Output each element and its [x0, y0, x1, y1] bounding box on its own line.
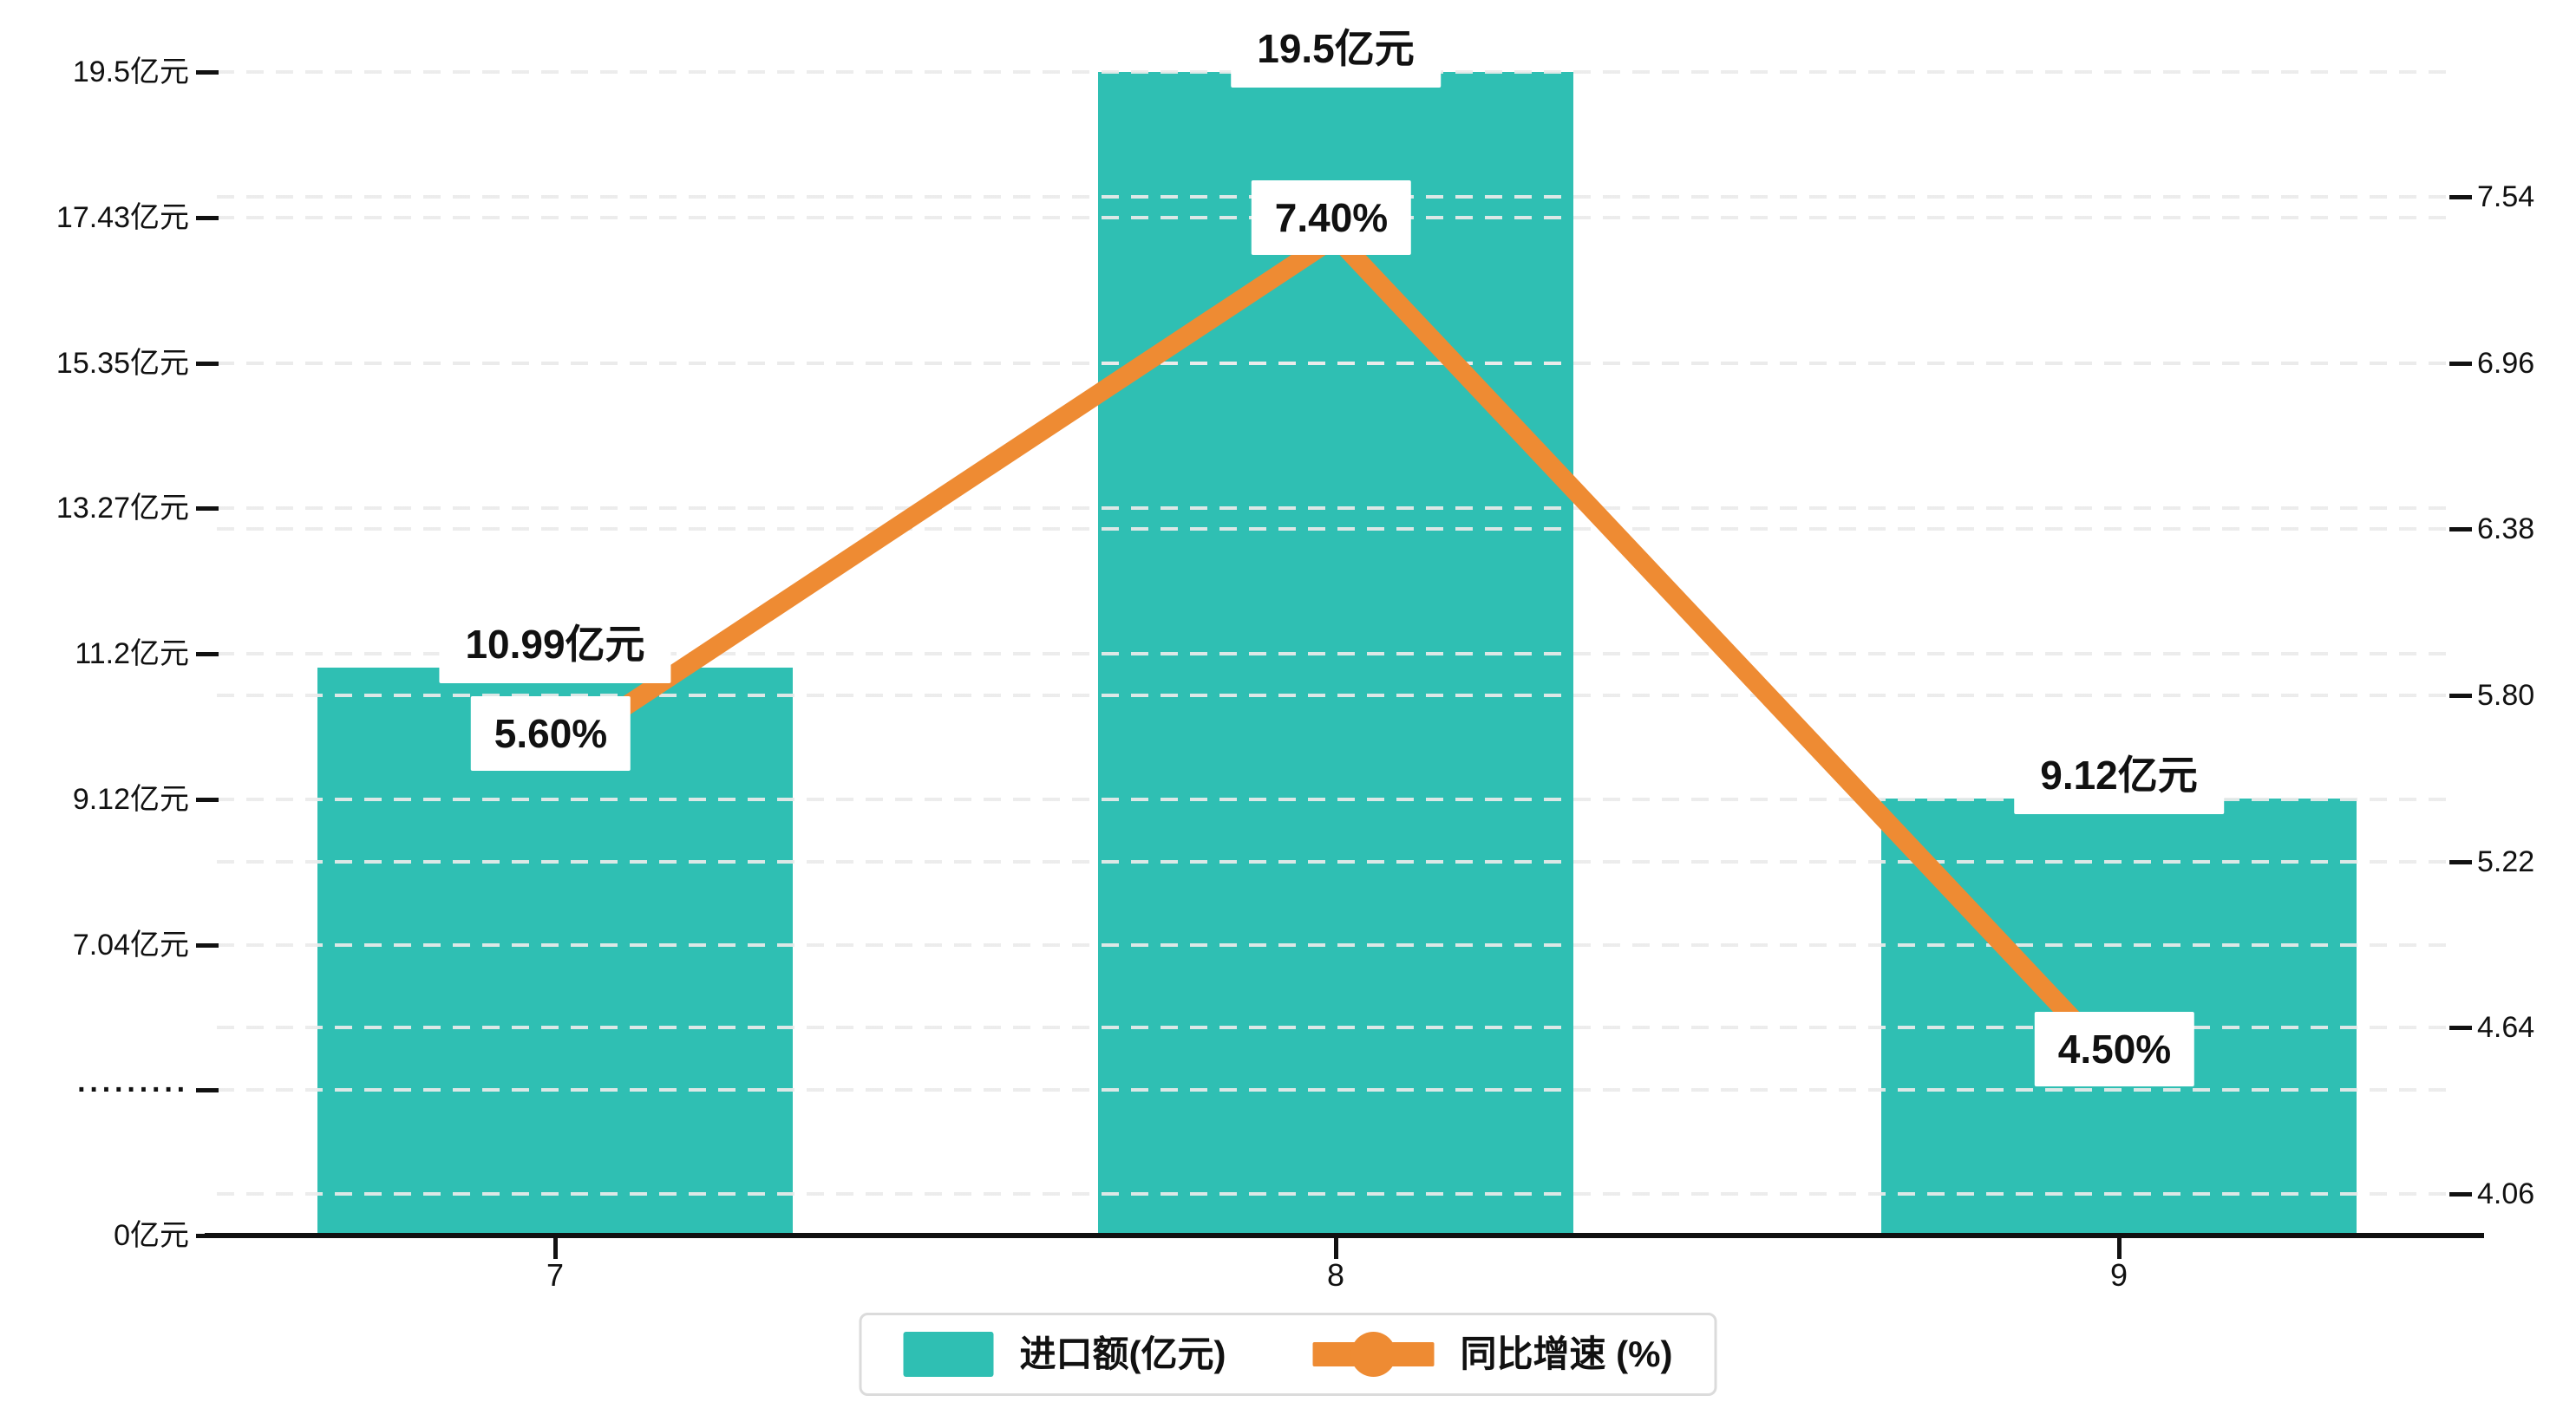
legend-label: 进口额(亿元)	[1019, 1333, 1226, 1374]
left-axis-label: 13.27亿元	[56, 492, 189, 525]
x-axis-label-9: 9	[2109, 1257, 2128, 1293]
left-axis-tick	[196, 652, 219, 656]
left-axis-tick	[196, 506, 219, 512]
x-axis-tick	[2117, 1238, 2122, 1259]
bar-value-label: 10.99亿元	[439, 605, 671, 684]
x-axis-label-8: 8	[1326, 1257, 1345, 1293]
left-axis-label: 17.43亿元	[56, 200, 189, 234]
gridline	[217, 1026, 2446, 1030]
legend-line-swatch-icon	[1312, 1332, 1435, 1377]
legend-bar-swatch-icon	[903, 1332, 994, 1377]
gridline	[217, 361, 2446, 365]
left-axis-tick	[196, 361, 219, 366]
right-axis-tick	[2449, 361, 2472, 366]
legend: 进口额(亿元) 同比增速 (%)	[859, 1313, 1717, 1396]
line-value-label: 5.60%	[470, 696, 631, 772]
left-axis-label: 19.5亿元	[72, 55, 189, 88]
left-axis-label: 15.35亿元	[56, 346, 189, 380]
left-axis-tick	[196, 1088, 219, 1093]
left-axis-label: 7.04亿元	[72, 928, 189, 962]
bar-value-label: 19.5亿元	[1231, 10, 1441, 88]
legend-item-yoy-growth[interactable]: 同比增速 (%)	[1312, 1332, 1673, 1377]
right-axis-label: 5.80	[2477, 679, 2535, 712]
growth-line-path[interactable]	[549, 224, 2127, 1075]
right-axis-label: 7.54	[2477, 180, 2535, 213]
gridline	[217, 797, 2446, 801]
legend-item-import-amount[interactable]: 进口额(亿元)	[903, 1332, 1226, 1377]
right-axis-label: 5.22	[2477, 844, 2535, 878]
left-axis-tick	[196, 70, 219, 75]
line-value-label: 4.50%	[2034, 1011, 2195, 1086]
x-axis-tick	[1334, 1238, 1338, 1259]
gridline	[217, 652, 2446, 655]
line-value-label: 7.40%	[1251, 180, 1412, 256]
gridline	[217, 1192, 2446, 1196]
gridline	[217, 506, 2446, 511]
right-axis-tick	[2449, 859, 2472, 864]
right-axis-tick	[2449, 1192, 2472, 1197]
right-axis-tick	[2449, 1026, 2472, 1031]
right-axis-label: 4.64	[2477, 1011, 2535, 1045]
right-axis-tick	[2449, 195, 2472, 199]
left-axis-tick	[196, 797, 219, 802]
left-axis-tick	[196, 942, 219, 948]
x-axis-line	[205, 1233, 2484, 1238]
right-axis-label: 4.06	[2477, 1177, 2535, 1210]
left-axis-break-label: ·········	[77, 1073, 189, 1107]
gridline	[217, 942, 2446, 947]
gridline	[217, 859, 2446, 864]
left-axis-label: 0亿元	[114, 1219, 189, 1252]
left-axis-label: 11.2亿元	[75, 637, 189, 670]
right-axis-label: 6.96	[2477, 346, 2535, 380]
left-axis-label: 9.12亿元	[72, 782, 189, 816]
legend-line-dot-icon	[1350, 1332, 1396, 1377]
right-axis-tick	[2449, 694, 2472, 698]
bar-value-label: 9.12亿元	[2014, 736, 2224, 815]
gridline	[217, 694, 2446, 697]
gridline	[217, 1088, 2446, 1092]
legend-label: 同比增速 (%)	[1460, 1333, 1673, 1374]
gridline	[217, 527, 2446, 531]
right-axis-tick	[2449, 527, 2472, 532]
x-axis-tick	[553, 1238, 558, 1259]
right-axis-label: 6.38	[2477, 512, 2535, 546]
left-axis-tick	[196, 215, 219, 220]
x-axis-label-7: 7	[546, 1257, 565, 1293]
